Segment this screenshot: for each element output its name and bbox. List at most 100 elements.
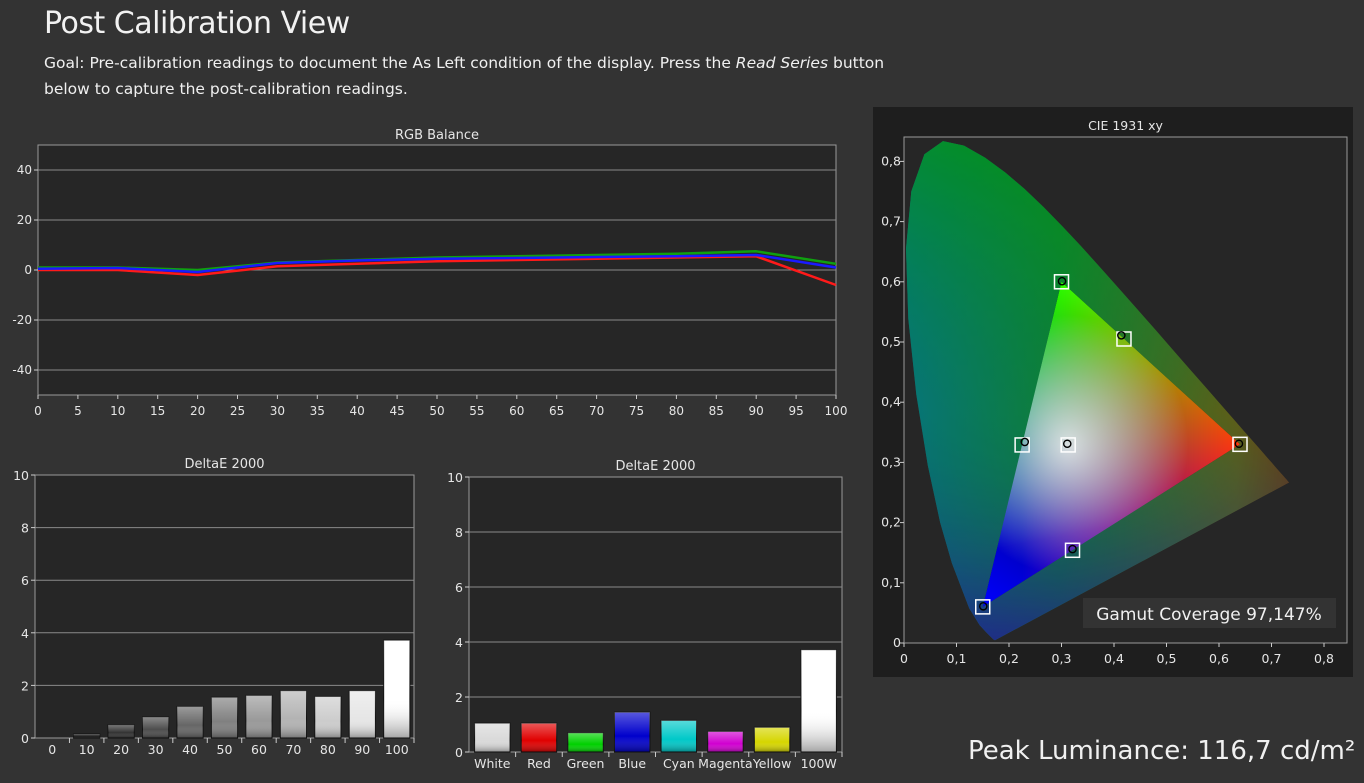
- x-tick-label: 0,3: [1052, 651, 1072, 666]
- y-tick-label: 0: [455, 745, 463, 760]
- x-tick-label: 0: [900, 651, 908, 666]
- x-tick-label: 60: [251, 742, 267, 757]
- y-tick-label: 4: [455, 635, 463, 650]
- bar-shade: [314, 696, 341, 738]
- y-tick-label: 0,1: [881, 575, 901, 590]
- x-tick-label: 0,2: [999, 651, 1019, 666]
- x-tick-label: 70: [589, 404, 604, 418]
- x-tick-label: 70: [285, 742, 301, 757]
- target-square: [1060, 437, 1076, 453]
- target-square: [1232, 436, 1248, 453]
- bar-shade: [349, 690, 376, 738]
- x-tick-label: Red: [527, 756, 551, 771]
- read-series-emphasis: Read Series: [735, 54, 829, 72]
- chart-title: DeltaE 2000: [184, 457, 264, 472]
- y-tick-label: 6: [21, 573, 29, 588]
- bar-shade: [707, 731, 744, 752]
- gamut-triangle: [982, 281, 1240, 607]
- x-tick-label: 45: [389, 404, 404, 418]
- bar-shade: [245, 695, 273, 738]
- measured-point: [1234, 439, 1244, 449]
- bar-shade: [211, 697, 238, 738]
- x-tick-label: 30: [148, 742, 164, 757]
- x-tick-label: 0: [34, 404, 42, 418]
- x-tick-label: 0,1: [947, 651, 967, 666]
- peak-luminance-label: Peak Luminance:: [968, 736, 1189, 766]
- x-tick-label: 40: [350, 404, 365, 418]
- x-tick-label: 80: [669, 404, 684, 418]
- bar-shade: [661, 720, 697, 752]
- y-tick-label: 0,4: [881, 394, 901, 409]
- y-tick-label: 0,3: [881, 454, 901, 469]
- y-tick-label: 0,6: [881, 274, 901, 289]
- x-tick-label: White: [474, 756, 511, 771]
- y-tick-label: 0: [21, 731, 29, 746]
- target-square: [1014, 437, 1030, 453]
- target-square: [975, 599, 991, 615]
- gamut-coverage-text: Gamut Coverage 97,147%: [1096, 605, 1321, 625]
- chart-title: RGB Balance: [395, 128, 479, 143]
- bar-shade: [108, 724, 135, 738]
- measured-point: [1020, 437, 1030, 447]
- x-tick-label: 0,7: [1262, 651, 1282, 666]
- deltae-colors-chart: DeltaE 2000 0 2 4 6 8 10 White Red Green Blue Cyan M…: [447, 459, 843, 771]
- target-square: [1053, 274, 1070, 290]
- x-tick-label: 10: [79, 742, 95, 757]
- x-tick-label: 0,8: [1314, 651, 1334, 666]
- x-tick-label: 90: [354, 742, 370, 757]
- bar-shade: [754, 727, 790, 752]
- x-tick-label: 60: [509, 404, 524, 418]
- goal-description: Goal: Pre-calibration readings to docume…: [44, 50, 924, 102]
- bar-shade: [614, 712, 650, 752]
- peak-luminance: Peak Luminance: 116,7 cd/m²: [968, 736, 1355, 766]
- x-tick-label: 0,6: [1209, 651, 1229, 666]
- bar-shade: [383, 640, 410, 738]
- x-tick-label: Green: [567, 756, 605, 771]
- y-tick-label: 8: [21, 521, 29, 536]
- x-tick-label: 0,4: [1104, 651, 1124, 666]
- y-tick-label: 40: [17, 163, 32, 177]
- y-tick-label: 4: [21, 626, 29, 641]
- plot-area: [468, 476, 843, 753]
- x-tick-label: 0,5: [1157, 651, 1177, 666]
- bar-shade: [280, 690, 307, 738]
- x-tick-label: 0: [48, 742, 56, 757]
- measured-point: [1117, 331, 1126, 340]
- y-tick-label: 10: [13, 468, 29, 483]
- rgb-balance-chart: RGB Balance -40 -20 0 20 40 0 5 10 15 20 25 30 35 40 45…: [12, 128, 847, 418]
- y-tick-label: -40: [12, 363, 32, 377]
- x-tick-label: 55: [469, 404, 484, 418]
- x-tick-label: 20: [113, 742, 129, 757]
- chart-title: CIE 1931 xy: [1088, 118, 1163, 133]
- measured-point: [1062, 439, 1072, 449]
- x-tick-label: 5: [74, 404, 82, 418]
- cie-1931-chart: CIE 1931 xy 0 0,1 0,2 0,3 0,4 0,5 0,6 0,7 0,8 0 0,1…: [873, 107, 1353, 677]
- y-tick-label: 20: [17, 213, 32, 227]
- peak-luminance-value: 116,7 cd/m²: [1197, 736, 1356, 766]
- bar-shade: [800, 649, 837, 752]
- x-tick-label: 75: [629, 404, 644, 418]
- bar-shade: [567, 732, 604, 752]
- y-tick-label: 6: [455, 580, 463, 595]
- measured-point: [1068, 544, 1077, 554]
- x-tick-label: 50: [429, 404, 444, 418]
- x-tick-label: Blue: [618, 756, 646, 771]
- series-line-2: [37, 253, 837, 274]
- x-tick-label: 95: [788, 404, 803, 418]
- x-tick-label: 90: [749, 404, 764, 418]
- x-tick-label: 15: [150, 404, 165, 418]
- x-tick-label: 100W: [801, 756, 837, 771]
- y-tick-label: 2: [455, 690, 463, 705]
- y-tick-label: -20: [12, 313, 32, 327]
- y-tick-label: 0: [893, 635, 901, 650]
- x-tick-label: 10: [110, 404, 125, 418]
- bar-shade: [73, 734, 100, 738]
- x-tick-label: 100: [825, 404, 848, 418]
- x-tick-label: Magenta: [698, 756, 753, 771]
- x-tick-label: 30: [270, 404, 285, 418]
- y-tick-label: 0,5: [881, 334, 901, 349]
- y-tick-label: 0,8: [881, 153, 901, 168]
- y-tick-label: 0,7: [881, 214, 901, 229]
